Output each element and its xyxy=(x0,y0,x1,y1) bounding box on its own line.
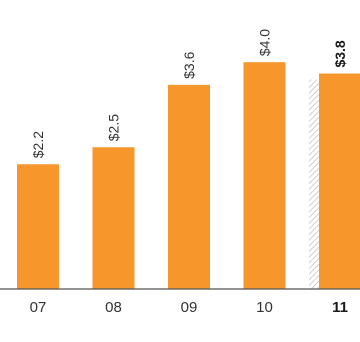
x-tick-label-10: 10 xyxy=(256,299,273,316)
bars-layer xyxy=(17,62,360,290)
bar-11 xyxy=(319,73,360,290)
bar-07 xyxy=(17,164,59,289)
x-tick-label-08: 08 xyxy=(105,299,122,316)
value-label-10: $4.0 xyxy=(257,29,273,56)
value-label-11: $3.8 xyxy=(332,40,348,67)
labels-layer: $2.2 07 $2.5 08 $3.6 09 $4.0 10 $3.8 11 xyxy=(30,29,348,316)
bar-10 xyxy=(243,62,286,289)
x-tick-label-07: 07 xyxy=(30,299,47,316)
forecast-hatch-11 xyxy=(309,79,319,290)
bar-08 xyxy=(92,147,135,289)
x-tick-label-09: 09 xyxy=(181,299,198,316)
bar-09 xyxy=(168,84,210,289)
value-label-09: $3.6 xyxy=(181,51,197,78)
x-tick-label-11: 11 xyxy=(332,299,348,316)
value-label-08: $2.5 xyxy=(106,114,122,141)
value-label-07: $2.2 xyxy=(30,131,46,158)
